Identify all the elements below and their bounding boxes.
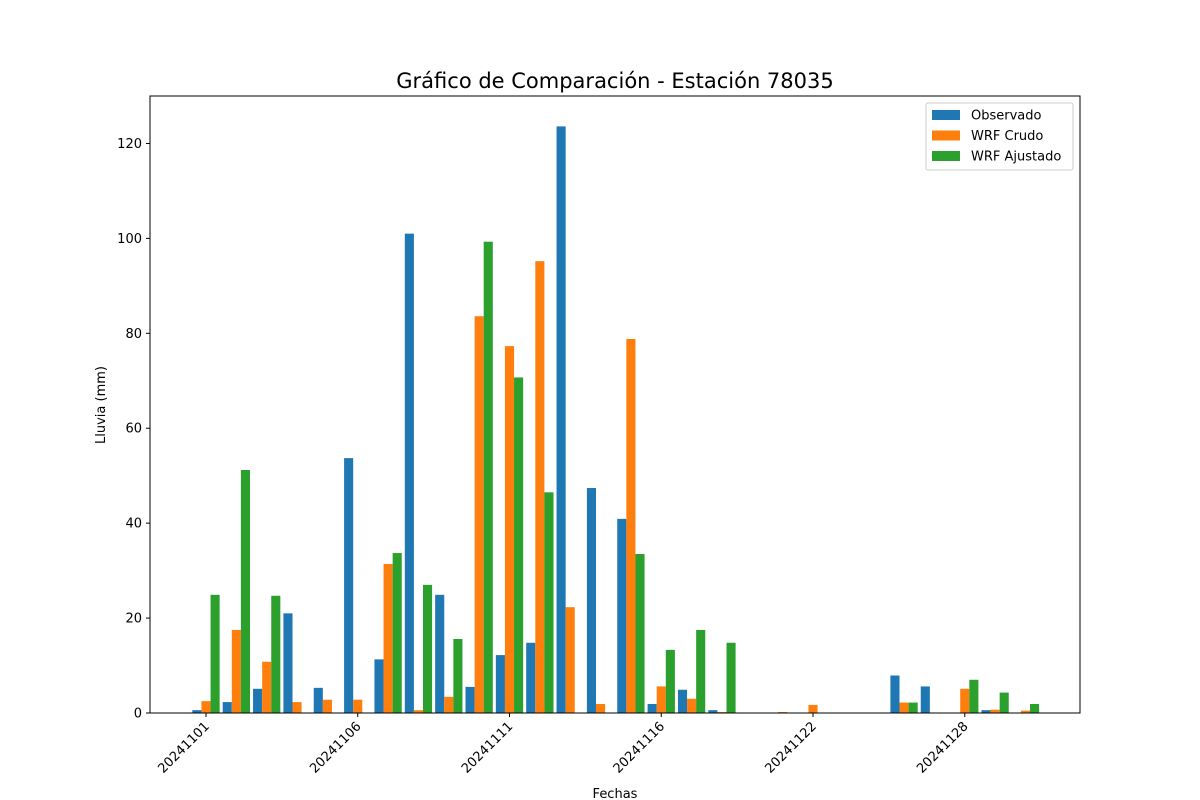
bar-observado-26 [981,710,991,713]
bar-wrf-crudo-13 [596,703,606,713]
bar-observado-12 [556,126,566,713]
bar-wrf-crudo-26 [990,709,1000,713]
bar-wrf-ajustado-25 [969,679,979,713]
bar-wrf-ajustado-1 [240,470,250,713]
legend-swatch [932,151,960,161]
bar-wrf-ajustado-0 [210,594,220,713]
bar-observado-6 [374,659,384,713]
bar-wrf-ajustado-7 [423,584,433,713]
y-tick-label: 100 [117,232,142,247]
bar-observado-16 [677,689,688,713]
bar-wrf-crudo-11 [535,261,545,713]
bar-observado-0 [192,710,202,713]
y-tick-label: 0 [134,707,142,722]
bar-wrf-crudo-10 [504,346,515,713]
bar-observado-23 [890,675,900,713]
legend: Observado WRF Crudo WRF Ajustado [925,102,1074,171]
bar-wrf-crudo-14 [626,339,636,713]
legend-box [925,102,1074,171]
plot-frame [149,95,1081,714]
bar-observado-10 [495,655,505,713]
bar-wrf-ajustado-27 [1030,703,1040,713]
y-axis: 0 20 40 60 80 100 120 [117,137,150,722]
bar-observado-8 [435,594,445,713]
bar-observado-17 [708,710,718,713]
bar-wrf-ajustado-23 [908,702,918,713]
bar-observado-4 [313,687,323,713]
bar-wrf-ajustado-2 [271,595,281,713]
bar-wrf-ajustado-10 [514,377,524,713]
bar-wrf-crudo-8 [444,696,454,713]
bar-wrf-ajustado-8 [453,638,463,713]
bar-wrf-crudo-9 [474,316,484,713]
bar-observado-24 [920,686,930,713]
legend-swatch [932,130,960,141]
x-tick-label: 20241122 [762,719,819,776]
bar-wrf-crudo-6 [383,563,393,713]
bar-observado-3 [283,613,293,713]
bar-observado-9 [465,686,475,713]
bar-wrf-crudo-0 [201,701,211,713]
x-tick-label: 20241128 [914,719,971,776]
bar-observado-1 [222,702,232,713]
bar-wrf-crudo-1 [231,629,241,713]
chart-title: Gráfico de Comparación - Estación 78035 [396,69,833,93]
bar-wrf-crudo-3 [292,702,302,713]
bar-wrf-ajustado-16 [696,629,706,713]
bar-wrf-ajustado-6 [392,553,402,713]
bar-observado-5 [344,458,354,713]
legend-label: WRF Crudo [971,129,1043,144]
bar-wrf-crudo-12 [565,607,575,713]
bar-wrf-crudo-4 [322,699,332,713]
bar-observado-14 [617,518,627,713]
bar-wrf-crudo-25 [960,688,970,713]
x-axis-title: Fechas [593,787,638,800]
bar-observado-2 [253,688,263,713]
bar-wrf-crudo-20 [808,704,818,713]
bar-observado-7 [404,233,414,713]
bar-wrf-ajustado-17 [726,642,736,713]
bar-wrf-ajustado-9 [483,241,493,713]
bar-wrf-crudo-2 [262,661,272,713]
bar-observado-13 [586,488,596,713]
bar-wrf-crudo-7 [413,710,423,713]
bar-wrf-crudo-16 [687,698,697,713]
x-tick-label: 20241116 [611,719,668,776]
y-tick-label: 40 [125,517,142,532]
bars-group [192,126,1040,713]
bar-wrf-crudo-5 [353,699,363,713]
bar-wrf-ajustado-14 [635,554,645,713]
legend-label: WRF Ajustado [971,150,1061,165]
y-tick-label: 80 [125,327,142,342]
legend-label: Observado [971,109,1042,124]
bar-wrf-ajustado-11 [544,492,554,713]
y-tick-label: 60 [125,422,142,437]
x-axis: 20241101 20241106 20241111 20241116 20241122… [155,713,972,777]
x-tick-label: 20241106 [307,719,364,776]
bar-wrf-crudo-15 [656,686,666,713]
bar-wrf-crudo-23 [899,702,909,713]
x-tick-label: 20241111 [459,719,516,776]
bar-wrf-crudo-27 [1020,710,1030,713]
x-tick-label: 20241101 [155,719,212,776]
y-tick-label: 120 [117,137,142,152]
bar-observado-11 [526,642,536,713]
bar-wrf-ajustado-26 [999,692,1009,713]
bar-observado-15 [647,703,657,713]
bar-wrf-ajustado-15 [665,649,675,713]
y-tick-label: 20 [125,612,142,627]
y-axis-title: Lluvia (mm) [94,366,109,444]
legend-swatch [932,110,960,120]
